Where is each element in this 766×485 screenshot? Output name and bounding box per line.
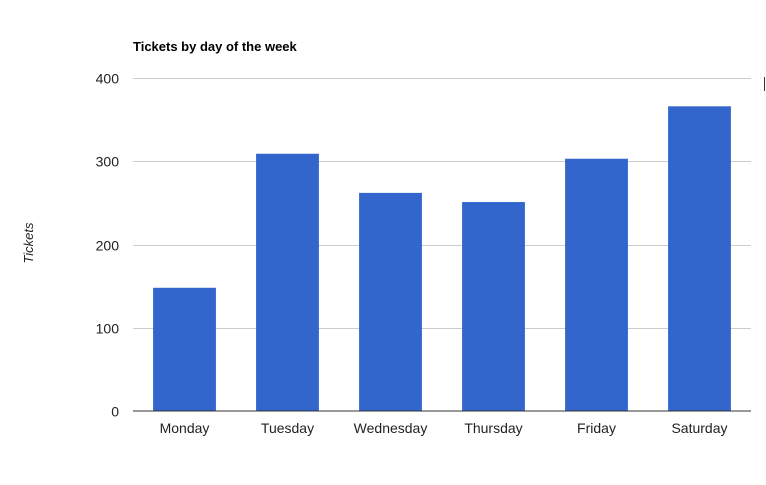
x-tick-label-saturday: Saturday [671,420,727,436]
bar-saturday[interactable] [668,106,731,412]
x-axis-ticks: Monday Tuesday Wednesday Thursday Friday Satu… [160,420,728,436]
y-tick-label: 300 [96,154,120,170]
gridlines [133,78,751,329]
bar-friday[interactable] [565,158,628,411]
chart-title: Tickets by day of the week [133,39,298,54]
bar-thursday[interactable] [462,202,525,411]
x-tick-label-wednesday: Wednesday [354,420,428,436]
x-tick-label-tuesday: Tuesday [261,420,314,436]
y-tick-label: 100 [96,321,120,337]
bar-monday[interactable] [153,287,216,411]
x-tick-label-friday: Friday [577,420,616,436]
bar-wednesday[interactable] [359,192,422,411]
y-tick-label: 0 [111,404,119,420]
x-tick-label-thursday: Thursday [464,420,522,436]
y-tick-label: 400 [96,71,120,87]
y-axis-ticks: 0 100 200 300 400 [96,71,120,420]
bars [153,106,731,412]
y-axis-label: Tickets [21,222,36,264]
y-tick-label: 200 [96,238,120,254]
x-tick-label-monday: Monday [160,420,210,436]
bar-tuesday[interactable] [256,153,319,411]
